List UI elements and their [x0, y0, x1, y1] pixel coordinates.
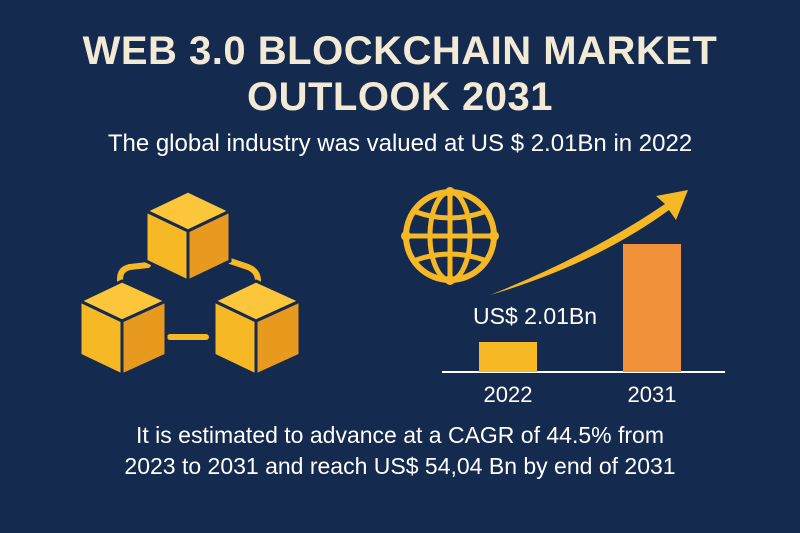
cube-right	[210, 279, 304, 378]
footer-line-1: It is estimated to advance at a CAGR of …	[136, 422, 664, 448]
blockchain-cubes-icon	[76, 189, 304, 378]
footer-text: It is estimated to advance at a CAGR of …	[0, 420, 800, 482]
cube-left	[76, 279, 170, 378]
title-line-1: WEB 3.0 BLOCKCHAIN MARKET	[82, 29, 718, 73]
bar-chart: 2022 US$ 2.01Bn 2031	[442, 190, 725, 407]
globe-icon	[401, 187, 499, 285]
bar-2031	[623, 244, 681, 372]
chain-link-left	[117, 262, 151, 298]
footer-line-2: 2023 to 2031 and reach US$ 54,04 Bn by e…	[124, 453, 676, 479]
tick-label-2031: 2031	[628, 382, 677, 407]
title-line-2: OUTLOOK 2031	[246, 75, 554, 119]
growth-arrow-icon	[490, 190, 688, 295]
bar-2022	[479, 342, 537, 372]
subtitle: The global industry was valued at US $ 2…	[107, 130, 693, 157]
value-label-2022: US$ 2.01Bn	[473, 303, 597, 329]
tick-label-2022: 2022	[484, 382, 533, 407]
cube-top	[142, 189, 234, 284]
page-title: WEB 3.0 BLOCKCHAIN MARKET OUTLOOK 2031	[0, 28, 800, 120]
